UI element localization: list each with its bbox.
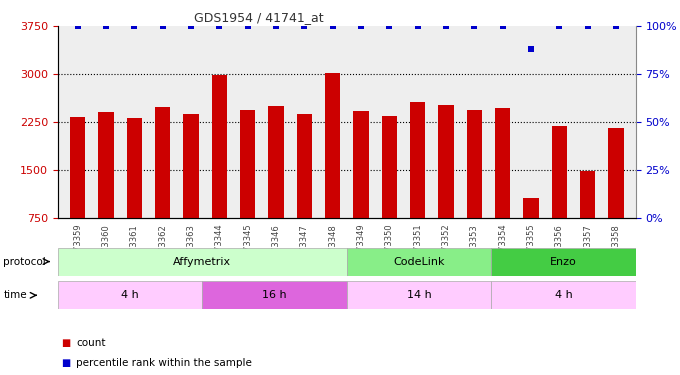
Bar <box>126 118 142 218</box>
Bar <box>410 102 426 218</box>
Bar <box>347 248 492 276</box>
Text: percentile rank within the sample: percentile rank within the sample <box>76 358 252 368</box>
Point <box>157 23 168 29</box>
Point <box>72 23 83 29</box>
Bar <box>492 248 636 276</box>
Bar <box>580 171 596 217</box>
Bar <box>438 105 454 218</box>
Bar <box>353 111 369 218</box>
Text: ■: ■ <box>61 358 71 368</box>
Text: protocol: protocol <box>3 256 46 267</box>
Bar <box>347 281 492 309</box>
Bar <box>495 108 511 217</box>
Point <box>582 23 593 29</box>
Text: GDS1954 / 41741_at: GDS1954 / 41741_at <box>194 11 323 24</box>
Bar <box>268 106 284 218</box>
Bar <box>58 281 203 309</box>
Text: ■: ■ <box>61 338 71 348</box>
Text: count: count <box>76 338 105 348</box>
Bar <box>183 114 199 218</box>
Text: Affymetrix: Affymetrix <box>173 256 231 267</box>
Text: Enzo: Enzo <box>550 256 577 267</box>
Bar <box>381 116 397 218</box>
Point <box>384 23 395 29</box>
Bar <box>492 281 636 309</box>
Text: 16 h: 16 h <box>262 290 287 300</box>
Point <box>299 23 310 29</box>
Point <box>412 23 423 29</box>
Point <box>129 23 140 29</box>
Bar <box>523 198 539 217</box>
Bar <box>240 110 256 218</box>
Point <box>554 23 565 29</box>
Bar <box>70 117 86 218</box>
Point <box>101 23 112 29</box>
Point <box>242 23 253 29</box>
Point <box>497 23 508 29</box>
Bar <box>551 126 567 218</box>
Bar <box>203 281 347 309</box>
Point <box>441 23 452 29</box>
Bar <box>211 75 227 217</box>
Text: time: time <box>3 290 27 300</box>
Text: 14 h: 14 h <box>407 290 431 300</box>
Point <box>356 23 367 29</box>
Point <box>611 23 622 29</box>
Point <box>214 23 225 29</box>
Point <box>469 23 480 29</box>
Point <box>186 23 197 29</box>
Point <box>271 23 282 29</box>
Point <box>327 23 338 29</box>
Text: 4 h: 4 h <box>555 290 573 300</box>
Bar <box>466 110 482 218</box>
Point <box>526 46 537 52</box>
Bar <box>296 114 312 218</box>
Text: CodeLink: CodeLink <box>393 256 445 267</box>
Bar <box>58 248 347 276</box>
Bar <box>98 112 114 218</box>
Bar <box>608 128 624 218</box>
Bar <box>325 73 341 217</box>
Text: 4 h: 4 h <box>121 290 139 300</box>
Bar <box>155 107 171 218</box>
